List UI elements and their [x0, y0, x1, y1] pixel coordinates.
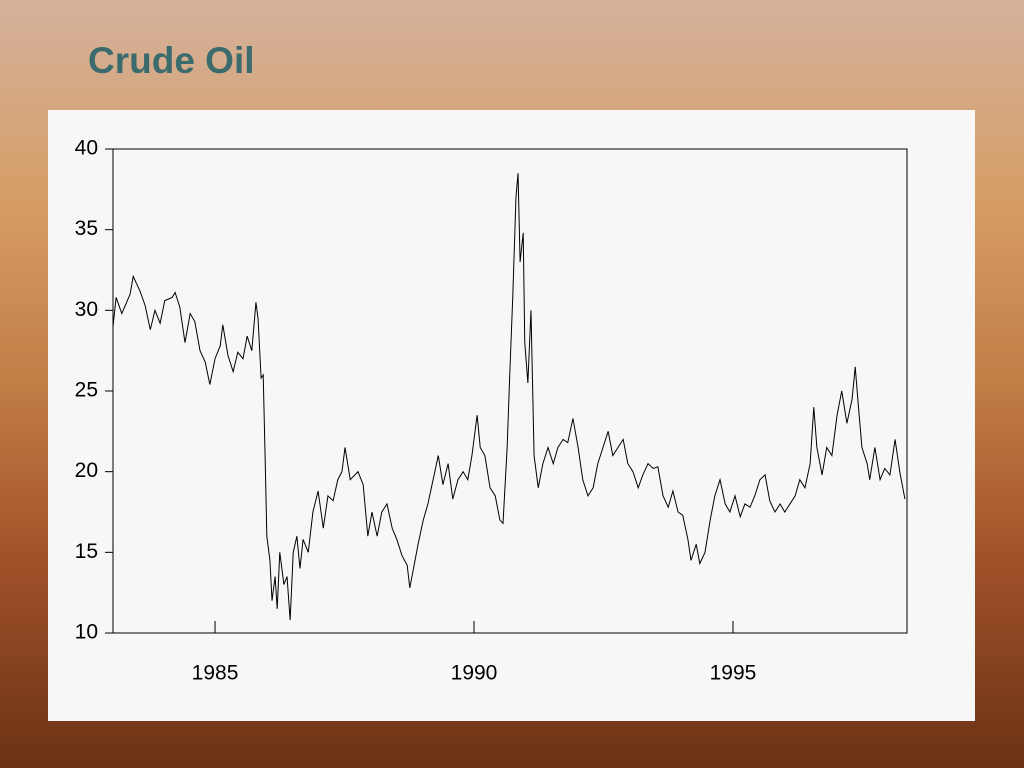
- y-tick-label: 15: [75, 540, 98, 563]
- slide-title: Crude Oil: [88, 40, 255, 81]
- x-tick-label: 1985: [192, 662, 239, 685]
- price-line: [112, 173, 906, 621]
- chart: 10 15 20 25 30 35 40 1985 1990 1995: [75, 137, 908, 685]
- y-tick-label: 35: [75, 217, 98, 240]
- y-tick-label: 30: [75, 298, 98, 321]
- y-tick-label: 20: [75, 459, 98, 482]
- chart-panel: 10 15 20 25 30 35 40 1985 1990 1995: [48, 110, 975, 721]
- y-tick-label: 10: [75, 621, 98, 644]
- plot-frame: [112, 148, 908, 634]
- x-tick-label: 1995: [710, 662, 757, 685]
- x-tick-label: 1990: [451, 662, 498, 685]
- y-tick-label: 25: [75, 379, 98, 402]
- y-tick-label: 40: [75, 137, 98, 160]
